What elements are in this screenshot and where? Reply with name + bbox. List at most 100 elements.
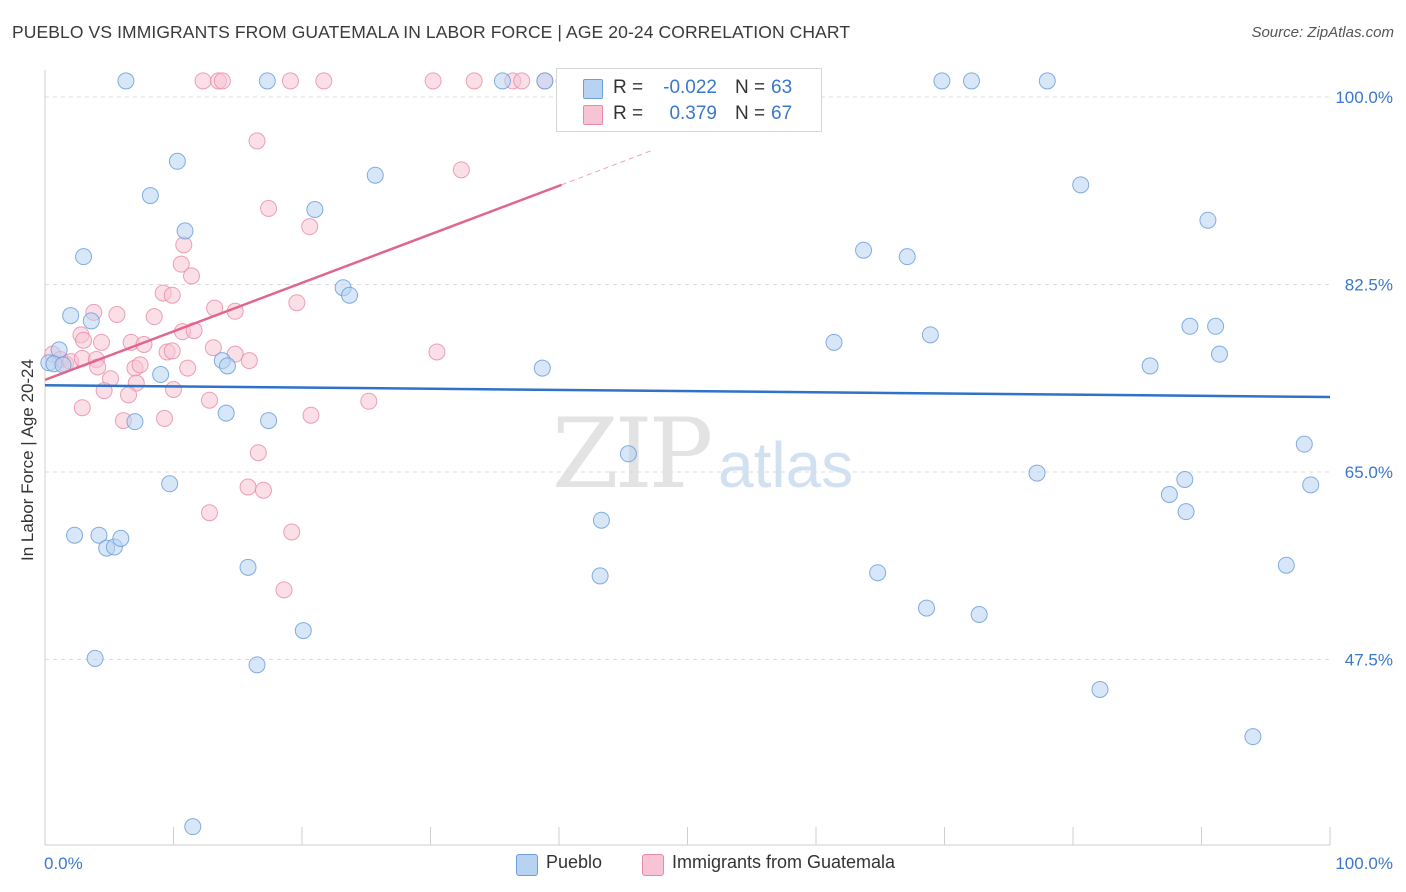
- pueblo-point: [260, 412, 278, 430]
- guatemala-point: [200, 504, 218, 522]
- guatemala-point: [301, 218, 319, 236]
- stats-n-value-guatemala: 67: [771, 103, 793, 124]
- x-tick-label-min: 0.0%: [44, 854, 83, 873]
- pueblo-point: [898, 248, 916, 266]
- pueblo-point: [161, 475, 179, 493]
- tick-labels: 47.5% 65.0% 82.5% 100.0% 0.0% 100.0%: [44, 88, 1393, 873]
- pueblo-point: [112, 529, 130, 547]
- pueblo-point: [82, 312, 100, 330]
- guatemala-point: [260, 199, 278, 217]
- legend-label-pueblo: Pueblo: [546, 852, 603, 872]
- guatemala-point: [424, 72, 442, 90]
- guatemala-point: [240, 352, 258, 370]
- chart-title: PUEBLO VS IMMIGRANTS FROM GUATEMALA IN L…: [12, 22, 851, 42]
- guatemala-trend-line: [44, 183, 563, 382]
- guatemala-point: [120, 386, 138, 404]
- pueblo-trend-line: [44, 383, 1331, 399]
- legend-label-guatemala: Immigrants from Guatemala: [672, 852, 896, 872]
- pueblo-point: [341, 286, 359, 304]
- pueblo-point: [218, 357, 236, 375]
- guatemala-point: [428, 343, 446, 361]
- x-tick-label-max: 100.0%: [1335, 854, 1393, 873]
- pueblo-point: [1176, 471, 1194, 488]
- guatemala-point: [249, 444, 267, 462]
- pueblo-point: [1199, 211, 1217, 229]
- guatemala-point: [194, 72, 212, 90]
- pueblo-point: [176, 222, 194, 240]
- pueblo-point: [592, 511, 610, 529]
- series-pueblo: [40, 72, 1320, 836]
- pueblo-point: [1091, 681, 1109, 698]
- pueblo-point: [75, 248, 93, 266]
- guatemala-point: [108, 306, 126, 323]
- stats-n-label: N =: [735, 77, 766, 98]
- guatemala-point: [239, 478, 257, 496]
- stats-swatch-pueblo: [583, 79, 603, 99]
- pueblo-point: [1302, 476, 1320, 494]
- pueblo-point: [1160, 486, 1178, 503]
- pueblo-point: [366, 166, 384, 184]
- y-axis-label: In Labor Force | Age 20-24: [18, 359, 37, 561]
- guatemala-point: [465, 72, 483, 90]
- pueblo-point: [533, 359, 551, 377]
- pueblo-point: [90, 526, 108, 544]
- pueblo-point: [933, 72, 951, 90]
- guatemala-point: [73, 399, 91, 417]
- guatemala-point: [75, 331, 93, 349]
- pueblo-point: [1277, 556, 1295, 574]
- pueblo-point: [217, 404, 235, 422]
- y-tick-label: 65.0%: [1345, 463, 1393, 482]
- pueblo-point: [825, 333, 843, 351]
- pueblo-point: [184, 818, 202, 836]
- pueblo-point: [294, 622, 312, 640]
- guatemala-point: [213, 72, 231, 90]
- pueblo-point: [306, 201, 324, 218]
- pueblo-point: [869, 564, 887, 582]
- guatemala-point: [93, 333, 111, 351]
- guatemala-point: [204, 339, 222, 357]
- stats-r-label: R =: [613, 77, 644, 98]
- axes: [44, 70, 1331, 846]
- stats-swatch-guatemala: [583, 105, 603, 125]
- pueblo-point: [1244, 728, 1262, 746]
- pueblo-point: [62, 307, 80, 325]
- legend-swatch-guatemala: [642, 854, 664, 876]
- pueblo-point: [86, 649, 104, 667]
- pueblo-point: [536, 72, 554, 90]
- guatemala-point: [163, 286, 181, 304]
- pueblo-point: [918, 599, 936, 617]
- stats-n-label: N =: [735, 103, 766, 124]
- pueblo-point: [141, 187, 159, 205]
- guatemala-trend-extension: [561, 150, 652, 186]
- pueblo-point: [1038, 72, 1056, 90]
- guatemala-point: [254, 481, 272, 499]
- guatemala-point: [165, 381, 182, 398]
- stats-n-value-pueblo: 63: [771, 77, 793, 98]
- guatemala-point: [360, 392, 378, 410]
- guatemala-point: [315, 72, 333, 90]
- y-tick-label: 47.5%: [1345, 651, 1393, 670]
- pueblo-point: [66, 526, 84, 544]
- guatemala-point: [200, 391, 218, 409]
- guatemala-point: [288, 294, 306, 312]
- pueblo-point: [1181, 317, 1199, 335]
- pueblo-point: [1072, 176, 1090, 194]
- pueblo-point: [239, 558, 257, 576]
- y-tick-label: 82.5%: [1345, 276, 1393, 295]
- stats-box: R = -0.022 N = 63 R = 0.379 N = 67: [556, 68, 822, 132]
- guatemala-point: [179, 359, 197, 377]
- guatemala-point: [248, 132, 266, 150]
- stats-r-value-pueblo: -0.022: [663, 77, 717, 98]
- guatemala-point: [513, 72, 531, 90]
- pueblo-point: [258, 72, 276, 90]
- pueblo-point: [619, 445, 637, 463]
- pueblo-point: [970, 606, 988, 623]
- series-guatemala: [44, 72, 573, 599]
- pueblo-point: [1028, 464, 1046, 482]
- source-credit: Source: ZipAtlas.com: [1251, 24, 1394, 41]
- pueblo-point: [1210, 345, 1228, 363]
- legend-swatch-pueblo: [516, 854, 538, 876]
- stats-row-pueblo: R = -0.022 N = 63: [557, 75, 821, 101]
- pueblo-point: [117, 72, 135, 90]
